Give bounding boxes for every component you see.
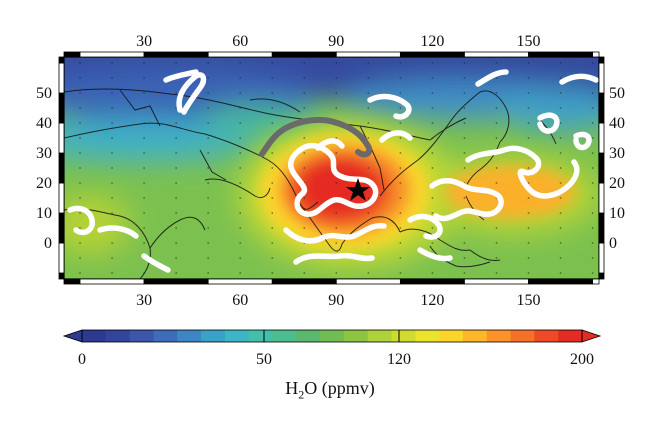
lon-tick-top-120: 120 [420, 33, 444, 50]
lat-tick-left-30: 30 [36, 145, 52, 162]
lon-tick-bottom-30: 30 [136, 292, 152, 309]
colorbar-swatch [367, 330, 393, 342]
colorbar-swatch [320, 330, 345, 342]
white-contours [67, 69, 599, 273]
colorbar-swatch [391, 330, 416, 342]
lat-tick-right-50: 50 [609, 85, 625, 102]
lat-tick-right-40: 40 [609, 115, 625, 132]
gray-contour [259, 116, 373, 158]
colorbar-swatch [177, 330, 202, 342]
colorbar-swatch [439, 330, 464, 342]
lon-tick-top-90: 90 [328, 33, 344, 50]
lon-tick-bottom-150: 150 [517, 292, 541, 309]
colorbar-swatch [343, 330, 369, 342]
colorbar-swatch [486, 330, 512, 342]
colorbar-swatch [248, 330, 273, 342]
colorbar-title: H2O (ppmv) [285, 378, 375, 402]
colorbar-swatch [510, 330, 535, 342]
colorbar-swatch [558, 330, 583, 342]
colorbar-swatch [296, 330, 321, 342]
colorbar-swatch [224, 330, 250, 342]
map-field [64, 57, 599, 279]
lat-tick-right-20: 20 [609, 175, 625, 192]
colorbar-swatch [105, 330, 131, 342]
colorbar-tick-50: 50 [256, 351, 272, 368]
colorbar-swatch [534, 330, 559, 342]
dotted-grid [79, 62, 594, 274]
lon-tick-top-60: 60 [232, 33, 248, 50]
lon-tick-bottom-90: 90 [328, 292, 344, 309]
colorbar-swatch [272, 330, 297, 342]
colorbar-tick-120: 120 [387, 351, 411, 368]
lat-tick-left-50: 50 [36, 85, 52, 102]
colorbar-low-arrow [62, 329, 83, 343]
star-marker [346, 178, 370, 201]
lon-tick-bottom-120: 120 [420, 292, 444, 309]
lon-tick-bottom-60: 60 [232, 292, 248, 309]
lat-tick-left-20: 20 [36, 175, 52, 192]
colorbar-swatch [415, 330, 440, 342]
colorbar-swatch [153, 330, 178, 342]
colorbar: 0 50 120 200 [62, 329, 602, 368]
colorbar-tick-0: 0 [78, 351, 86, 368]
colorbar-swatch [129, 330, 154, 342]
colorbar-tick-200: 200 [570, 351, 594, 368]
lat-tick-left-40: 40 [36, 115, 52, 132]
colorbar-high-arrow [581, 329, 602, 343]
colorbar-swatch [462, 330, 488, 342]
lat-tick-left-10: 10 [36, 205, 52, 222]
lat-tick-right-10: 10 [609, 205, 625, 222]
colorbar-swatch [82, 330, 107, 342]
lon-tick-top-150: 150 [517, 33, 541, 50]
map-frame [58, 51, 605, 285]
lon-tick-top-30: 30 [136, 33, 152, 50]
lat-tick-right-30: 30 [609, 145, 625, 162]
lat-tick-right-0: 0 [609, 235, 617, 252]
lat-tick-left-0: 0 [44, 235, 52, 252]
colorbar-swatch [201, 330, 226, 342]
